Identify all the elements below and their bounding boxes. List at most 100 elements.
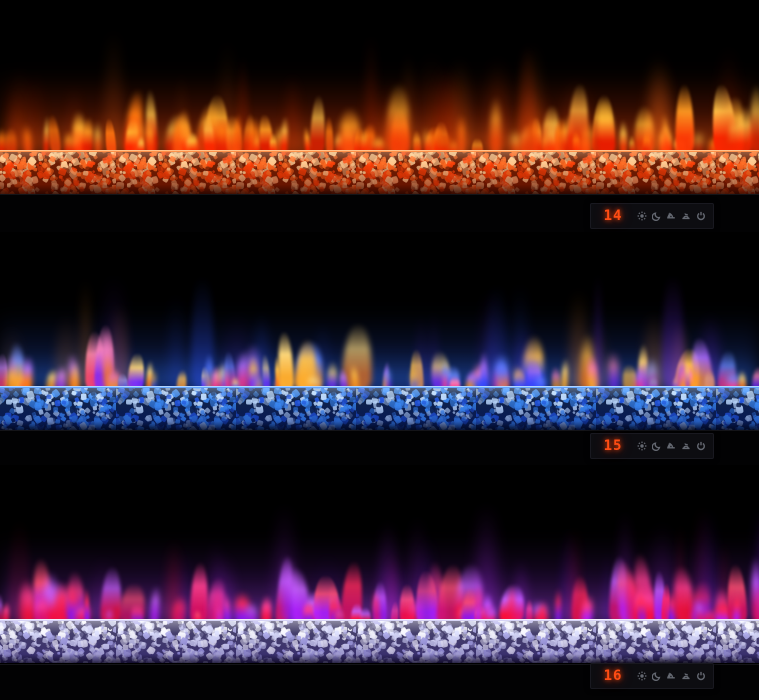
flame-icon[interactable] xyxy=(666,211,676,221)
flame-wisp xyxy=(410,505,425,625)
flame-wisp xyxy=(569,516,578,625)
panel-seam-1 xyxy=(0,232,759,235)
heater-icon[interactable] xyxy=(681,441,691,451)
ember-bed-top-edge-3 xyxy=(0,619,759,621)
flame-wisp xyxy=(383,555,407,625)
flame-wisp xyxy=(415,307,427,392)
firebox-1 xyxy=(0,0,759,234)
flame-wisp xyxy=(515,322,536,392)
flame-wisp xyxy=(570,279,588,392)
flame-wisp xyxy=(698,492,706,625)
flame-wisp xyxy=(8,509,31,625)
fireplace-panel-3: 16 xyxy=(0,467,759,700)
heater-icon[interactable] xyxy=(681,211,691,221)
flame-wisp xyxy=(722,36,735,156)
base-hairline-3 xyxy=(0,664,759,665)
power-icon[interactable] xyxy=(696,211,706,221)
ember-bed-shading xyxy=(0,386,759,430)
flame-wisp xyxy=(718,535,731,625)
flame-wisp xyxy=(620,499,630,625)
flame-wisp xyxy=(219,28,236,156)
flame-wisp xyxy=(434,56,456,156)
flame-wisp xyxy=(643,305,666,392)
brightness-icon[interactable] xyxy=(637,211,647,221)
flame-wisp xyxy=(314,313,330,392)
ember-bed-shading xyxy=(0,619,759,663)
timer-moon-icon[interactable] xyxy=(651,441,662,451)
power-icon[interactable] xyxy=(696,441,706,451)
flame-wisp xyxy=(649,53,671,156)
fireplace-panel-1: 14 xyxy=(0,0,759,234)
flame-wisp xyxy=(274,492,294,625)
flame-wisp xyxy=(486,275,509,392)
brightness-icon[interactable] xyxy=(637,671,647,681)
flame-wisp xyxy=(428,303,439,392)
ember-bed-shading xyxy=(0,150,759,194)
flame-bank-3 xyxy=(0,485,759,625)
flame-wisp xyxy=(55,308,78,392)
flame-wisp xyxy=(212,546,235,625)
flame-wisp xyxy=(543,87,552,156)
timer-moon-icon[interactable] xyxy=(651,211,662,221)
flame-wisp xyxy=(697,497,716,625)
control-panel-3[interactable]: 16 xyxy=(590,663,714,689)
flame xyxy=(595,98,617,156)
panel-seam-2 xyxy=(0,465,759,468)
flame-bank-1 xyxy=(0,12,759,156)
flame-wisp xyxy=(254,306,269,392)
timer-moon-icon[interactable] xyxy=(651,671,662,681)
flame-wisp xyxy=(366,23,376,156)
flame-wisp xyxy=(166,531,182,625)
temperature-display-3: 16 xyxy=(603,668,623,684)
flame-wisp xyxy=(593,328,602,392)
flame xyxy=(5,127,17,156)
ember-bed-top-edge-2 xyxy=(0,386,759,388)
flame-wisp xyxy=(98,551,110,625)
flame-wisp xyxy=(377,511,398,625)
flame-wisp xyxy=(589,316,603,392)
fireplace-panel-2: 15 xyxy=(0,234,759,467)
control-panel-1[interactable]: 14 xyxy=(590,203,714,229)
ember-bed-2 xyxy=(0,386,759,430)
flame-wisp xyxy=(176,64,187,156)
control-icon-row-2 xyxy=(635,441,713,451)
flame-icon[interactable] xyxy=(666,441,676,451)
flame-wisp xyxy=(425,44,439,156)
flame-wisp xyxy=(402,42,414,156)
brightness-icon[interactable] xyxy=(637,441,647,451)
flame-wisp xyxy=(442,65,459,156)
flame-wisp xyxy=(323,545,331,625)
control-panel-2[interactable]: 15 xyxy=(590,433,714,459)
power-icon[interactable] xyxy=(696,671,706,681)
flame-bank-2 xyxy=(0,256,759,392)
flame-wisp xyxy=(5,319,16,392)
flame-wisp xyxy=(13,58,27,156)
flame-wisp xyxy=(171,285,181,392)
flame-wisp xyxy=(26,63,42,156)
flame-wisp xyxy=(603,544,613,625)
flame-wisp xyxy=(594,262,602,392)
flame-wisp xyxy=(520,33,542,156)
flame-icon[interactable] xyxy=(666,671,676,681)
ember-bed-top-edge-1 xyxy=(0,150,759,152)
control-icon-row-1 xyxy=(635,211,713,221)
flame-wisp xyxy=(70,77,78,156)
flame-wisp xyxy=(559,518,576,625)
flame xyxy=(674,84,694,156)
flame-wisp xyxy=(286,66,299,156)
heater-icon[interactable] xyxy=(681,671,691,681)
flame-wisp xyxy=(519,84,543,156)
flame-wisp xyxy=(209,530,223,625)
ember-bed-1 xyxy=(0,150,759,194)
flame-wisp xyxy=(751,493,759,625)
flame-wisp xyxy=(662,264,684,392)
flame-wisp xyxy=(110,296,129,392)
flame-wisp xyxy=(7,85,20,156)
flame-wisp xyxy=(647,44,669,156)
flame-wisp xyxy=(701,307,719,392)
flame-wisp xyxy=(386,69,403,156)
control-icon-row-3 xyxy=(635,671,713,681)
flame xyxy=(309,95,326,156)
flame-wisp xyxy=(519,35,535,156)
